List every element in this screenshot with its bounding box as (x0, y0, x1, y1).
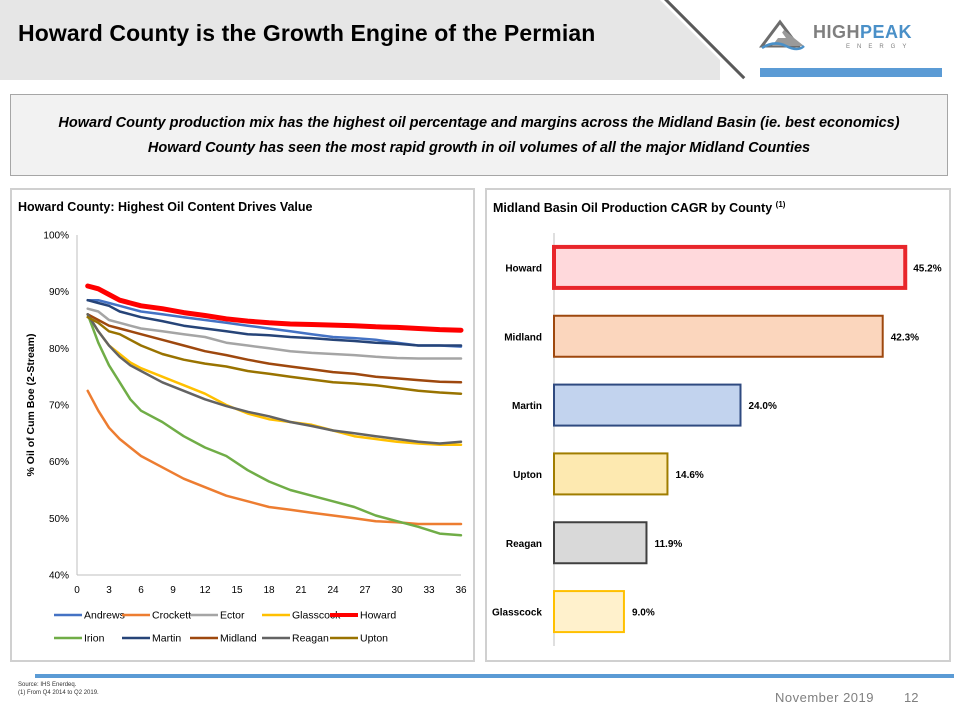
series-line-irion (86, 313, 463, 537)
y-tick-label: 90% (49, 287, 69, 298)
bar-glasscock (553, 590, 625, 634)
legend-label-ector: Ector (220, 610, 245, 622)
y-tick-label: 50% (49, 514, 69, 525)
bar-midland (553, 314, 884, 358)
bar-reagan (553, 521, 648, 565)
data-label-reagan: 11.9% (654, 539, 682, 550)
legend-label-crockett: Crockett (152, 610, 191, 622)
category-label-glasscock: Glasscock (492, 608, 542, 619)
x-tick-label: 27 (359, 585, 371, 596)
bar-martin (553, 383, 742, 427)
legend-label-martin: Martin (152, 633, 181, 645)
oil-content-line-chart: 40%50%60%70%80%90%100%0 3 6 9 12 15 18 21 24 27 30… (25, 231, 467, 645)
bar-upton (553, 452, 669, 496)
category-label-upton: Upton (513, 470, 542, 481)
series-line-upton (86, 315, 463, 395)
category-label-reagan: Reagan (506, 539, 542, 550)
legend-label-glasscock: Glasscock (292, 610, 341, 622)
data-label-upton: 14.6% (675, 470, 703, 481)
series-line-andrews (86, 298, 463, 348)
y-tick-label: 60% (49, 457, 69, 468)
legend-label-andrews: Andrews (84, 610, 125, 622)
y-axis-label: % Oil of Cum Boe (2-Stream) (25, 334, 37, 477)
x-tick-label: 21 (295, 585, 307, 596)
summary-line-2: Howard County has seen the most rapid gr… (147, 140, 811, 156)
cagr-chart-title-text: Midland Basin Oil Production CAGR by Cou… (493, 201, 773, 216)
logo-wordmark: HIGHPEAK (813, 22, 912, 43)
series-line-glasscock (86, 313, 463, 446)
x-tick-label: 3 (106, 585, 112, 596)
category-label-howard: Howard (505, 263, 542, 274)
data-label-midland: 42.3% (891, 332, 919, 343)
y-tick-label: 40% (49, 571, 69, 582)
page-title: Howard County is the Growth Engine of th… (18, 20, 596, 46)
x-tick-label: 9 (170, 585, 176, 596)
page-number: 12 (904, 690, 919, 705)
x-tick-label: 6 (138, 585, 144, 596)
cagr-chart-title: Midland Basin Oil Production CAGR by Cou… (493, 200, 785, 215)
x-tick-label: 33 (423, 585, 435, 596)
logo-subtext: ENERGY (846, 44, 914, 50)
footnote-1: (1) From Q4 2014 to Q2 2019. (18, 690, 99, 696)
series-line-ector (86, 307, 463, 360)
source-note: Source: IHS Enerdeq. (18, 682, 77, 688)
legend-label-midland: Midland (220, 633, 257, 645)
x-tick-label: 36 (455, 585, 467, 596)
legend-label-irion: Irion (84, 633, 105, 645)
x-tick-label: 12 (199, 585, 211, 596)
data-label-howard: 45.2% (913, 263, 941, 274)
cagr-panel: Midland Basin Oil Production CAGR by Cou… (485, 188, 951, 662)
data-label-martin: 24.0% (749, 401, 777, 412)
category-label-midland: Midland (504, 332, 542, 343)
highpeak-logo: HIGHPEAK ENERGY (758, 16, 948, 56)
series-line-midland (86, 313, 463, 384)
category-label-martin: Martin (512, 401, 542, 412)
title-background (0, 0, 720, 80)
summary-line-1: Howard County production mix has the hig… (58, 115, 900, 131)
x-tick-label: 0 (74, 585, 80, 596)
bar-howard (552, 244, 908, 290)
cagr-bar-chart: Howard 45.2% Midland 42.3% Martin 24.0% Upton 1… (492, 233, 942, 646)
logo-text-accent: PEAK (860, 22, 913, 42)
title-band: Howard County is the Growth Engine of th… (0, 0, 960, 80)
source-notes: Source: IHS Enerdeq. (1) From Q4 2014 to… (18, 681, 99, 697)
cagr-title-footnote: (1) (775, 200, 786, 209)
series-line-howard (85, 283, 464, 333)
x-tick-label: 30 (391, 585, 403, 596)
y-tick-label: 100% (43, 231, 69, 242)
series-line-crockett (86, 389, 463, 526)
legend-label-reagan: Reagan (292, 633, 329, 645)
oil-content-chart-title: Howard County: Highest Oil Content Drive… (18, 200, 313, 214)
logo-text-main: HIGH (813, 22, 860, 42)
oil-content-panel: Howard County: Highest Oil Content Drive… (10, 188, 475, 662)
x-tick-label: 15 (231, 585, 243, 596)
footer-date: November 2019 (775, 690, 874, 705)
y-tick-label: 70% (49, 401, 69, 412)
x-tick-label: 24 (327, 585, 339, 596)
legend-label-upton: Upton (360, 633, 388, 645)
y-tick-label: 80% (49, 344, 69, 355)
summary-box: Howard County production mix has the hig… (10, 94, 948, 176)
legend-label-howard: Howard (360, 610, 396, 622)
header-accent-bar (760, 68, 942, 77)
mountain-logo-icon (759, 19, 805, 51)
series-line-reagan (86, 313, 463, 445)
data-label-glasscock: 9.0% (632, 608, 655, 619)
series-line-martin (86, 298, 463, 347)
footer-divider (35, 674, 954, 678)
x-tick-label: 18 (263, 585, 275, 596)
